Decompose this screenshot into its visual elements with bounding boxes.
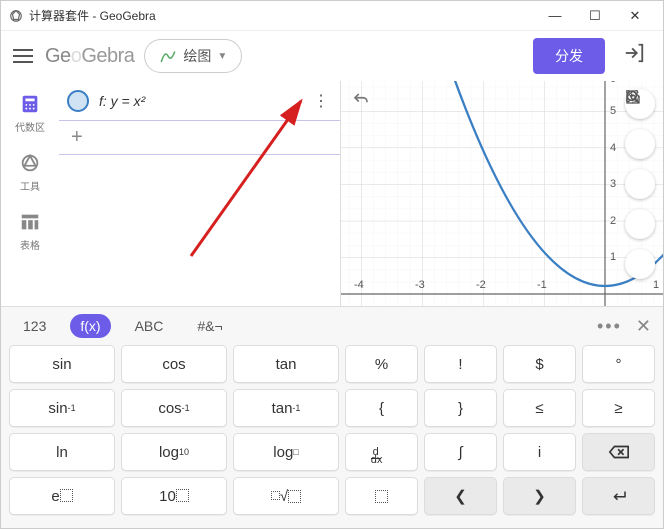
keyboard-grid: sin cos tan sin-1 cos-1 tan-1 ln log10 l… [1, 345, 663, 515]
key-imaginary[interactable]: i [503, 433, 576, 471]
key-derivative[interactable]: ddx [345, 433, 418, 471]
home-button[interactable] [625, 129, 655, 159]
tools-icon [19, 152, 41, 174]
x-tick: 1 [653, 279, 659, 291]
calculator-icon [19, 93, 41, 115]
undo-icon [351, 91, 371, 109]
key-degree[interactable]: ° [582, 345, 655, 383]
zoom-in-button[interactable] [625, 169, 655, 199]
mode-label: 绘图 [183, 46, 211, 66]
main-area: 代数区 工具 表格 f: y = x² ⋮ + [1, 81, 663, 306]
window-title: 计算器套件 - GeoGebra [29, 7, 535, 24]
algebra-panel: f: y = x² ⋮ + [59, 81, 341, 306]
x-tick: -2 [476, 279, 486, 291]
window-close-button[interactable]: ✕ [615, 8, 655, 24]
keyboard-more-button[interactable]: ••• [597, 316, 622, 337]
left-sidebar: 代数区 工具 表格 [1, 81, 59, 306]
key-logb[interactable]: log□ [233, 433, 339, 471]
y-tick: 2 [610, 215, 616, 227]
expression-text: f: y = x² [99, 93, 145, 109]
keyboard-left-block: sin cos tan sin-1 cos-1 tan-1 ln log10 l… [9, 345, 339, 515]
table-icon [19, 211, 41, 233]
key-placeholder[interactable] [345, 477, 418, 515]
key-tan[interactable]: tan [233, 345, 339, 383]
key-enter[interactable] [582, 477, 655, 515]
key-right[interactable]: ❯ [503, 477, 576, 515]
sidebar-label: 工具 [20, 178, 40, 193]
visibility-toggle[interactable] [67, 90, 89, 112]
y-tick: 1 [610, 251, 616, 263]
kbd-tab-abc[interactable]: ABC [125, 314, 174, 338]
menu-button[interactable] [11, 44, 35, 68]
key-ln[interactable]: ln [9, 433, 115, 471]
kbd-tab-123[interactable]: 123 [13, 314, 56, 338]
key-lbrace[interactable]: { [345, 389, 418, 427]
keyboard-tabbar: 123 f(x) ABC #&¬ ••• ✕ [1, 307, 663, 345]
key-gte[interactable]: ≥ [582, 389, 655, 427]
key-sin[interactable]: sin [9, 345, 115, 383]
fullscreen-icon [625, 89, 639, 103]
app-toolbar: GeoGebra 绘图 ▼ 分发 [1, 31, 663, 81]
key-integral[interactable]: ∫ [424, 433, 497, 471]
sidebar-label: 表格 [20, 237, 40, 252]
app-logo: GeoGebra [45, 45, 134, 68]
window-maximize-button[interactable]: ☐ [575, 8, 615, 24]
x-tick: -3 [415, 279, 425, 291]
algebra-row[interactable]: f: y = x² ⋮ [59, 81, 340, 121]
window-titlebar: 计算器套件 - GeoGebra — ☐ ✕ [1, 1, 663, 31]
fullscreen-button[interactable] [625, 249, 655, 279]
x-tick: -1 [537, 279, 547, 291]
signin-button[interactable] [615, 42, 653, 70]
graph-panel[interactable]: -4 -3 -2 -1 1 1 2 3 4 5 6 [341, 81, 663, 306]
login-icon [623, 42, 645, 64]
x-tick: -4 [354, 279, 364, 291]
backspace-icon [608, 444, 630, 460]
add-expression-row[interactable]: + [59, 121, 340, 155]
graph-controls [625, 89, 655, 279]
key-dollar[interactable]: $ [503, 345, 576, 383]
keyboard-close-button[interactable]: ✕ [636, 316, 651, 337]
key-atan[interactable]: tan-1 [233, 389, 339, 427]
key-lte[interactable]: ≤ [503, 389, 576, 427]
key-left[interactable]: ❮ [424, 477, 497, 515]
mode-selector[interactable]: 绘图 ▼ [144, 39, 242, 73]
y-tick: 5 [610, 105, 616, 117]
key-asin[interactable]: sin-1 [9, 389, 115, 427]
y-tick: 3 [610, 178, 616, 190]
kbd-tab-fx[interactable]: f(x) [70, 314, 110, 338]
key-epow[interactable]: e [9, 477, 115, 515]
key-backspace[interactable] [582, 433, 655, 471]
window-minimize-button[interactable]: — [535, 8, 575, 23]
keyboard-right-block: % ! $ ° { } ≤ ≥ ddx ∫ i ❮ ❯ [345, 345, 655, 515]
sidebar-item-table[interactable]: 表格 [19, 211, 41, 252]
key-tenpow[interactable]: 10 [121, 477, 227, 515]
graph-icon [159, 47, 177, 65]
y-tick: 4 [610, 142, 616, 154]
kbd-tab-sym[interactable]: #&¬ [187, 314, 232, 338]
sidebar-item-tools[interactable]: 工具 [19, 152, 41, 193]
key-acos[interactable]: cos-1 [121, 389, 227, 427]
key-nthroot[interactable]: √ [233, 477, 339, 515]
row-menu-button[interactable]: ⋮ [313, 91, 328, 111]
zoom-out-button[interactable] [625, 209, 655, 239]
key-log10[interactable]: log10 [121, 433, 227, 471]
enter-icon [610, 489, 628, 503]
key-rbrace[interactable]: } [424, 389, 497, 427]
chevron-down-icon: ▼ [217, 51, 227, 62]
key-percent[interactable]: % [345, 345, 418, 383]
app-icon [9, 9, 23, 23]
onscreen-keyboard: 123 f(x) ABC #&¬ ••• ✕ sin cos tan sin-1… [1, 306, 663, 528]
share-button[interactable]: 分发 [533, 38, 605, 74]
key-factorial[interactable]: ! [424, 345, 497, 383]
sidebar-item-algebra[interactable]: 代数区 [15, 93, 45, 134]
y-tick: 6 [610, 81, 616, 85]
sidebar-label: 代数区 [15, 119, 45, 134]
key-cos[interactable]: cos [121, 345, 227, 383]
